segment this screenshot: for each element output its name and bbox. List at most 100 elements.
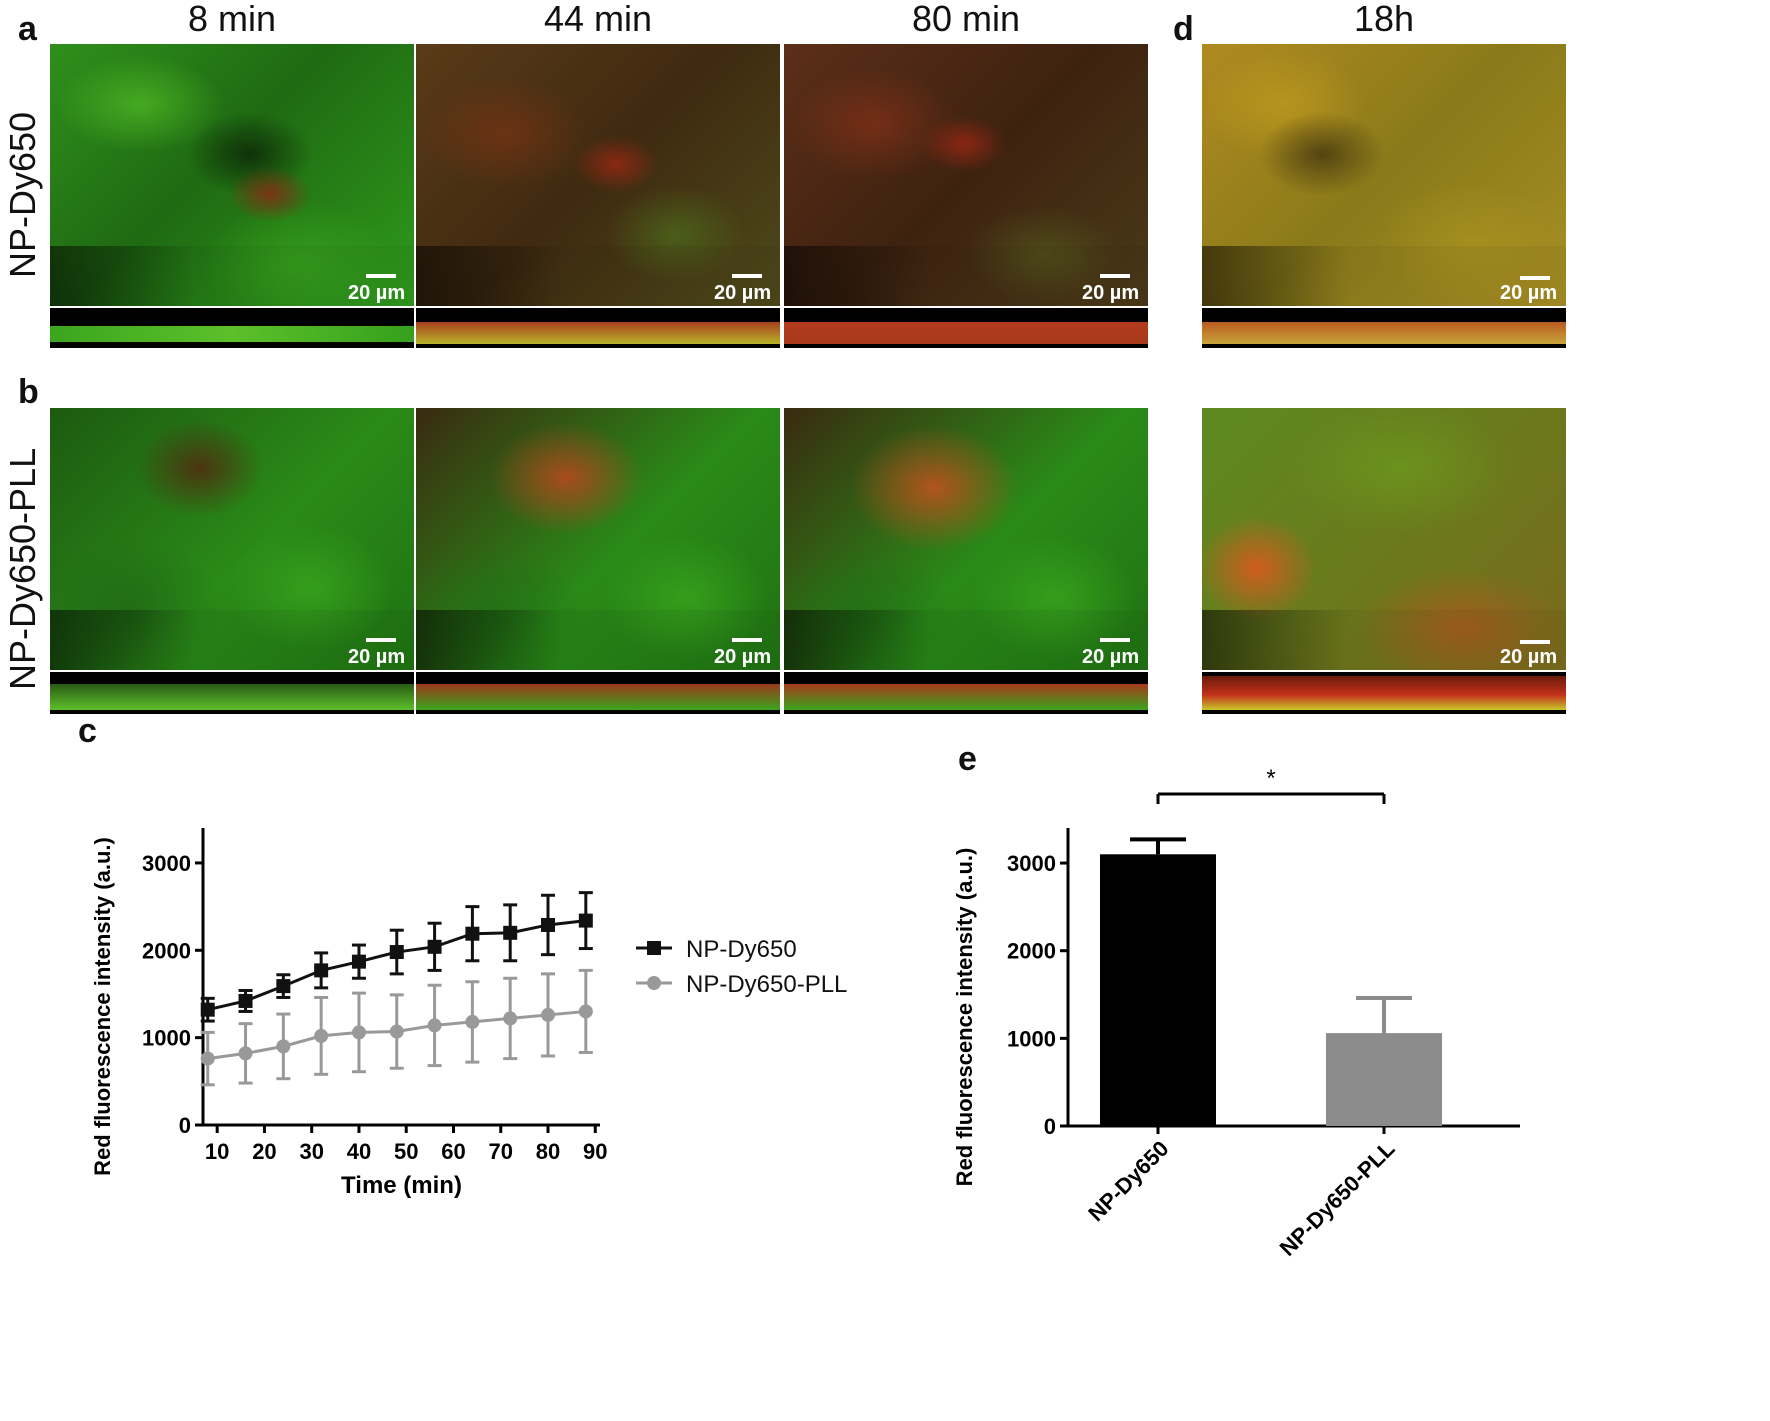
cross-section-a-80min: [784, 308, 1148, 348]
data-point: [276, 1039, 291, 1054]
y-tick-label: 0: [179, 1113, 191, 1138]
y-tick-label: 2000: [142, 938, 191, 963]
cross-section-b-8min: [50, 672, 414, 714]
micrograph-b-44min: 20 µm: [416, 408, 780, 670]
cross-section-a-8min: [50, 308, 414, 348]
panel-label-b: b: [18, 373, 39, 411]
scale-bar-label: 20 µm: [348, 646, 406, 668]
data-point: [427, 939, 442, 954]
legend-marker: [647, 941, 661, 955]
y-tick-label: 2000: [1007, 939, 1056, 964]
data-point: [465, 926, 480, 941]
x-tick-label: NP-Dy650: [1083, 1136, 1173, 1226]
scale-bar-label: 20 µm: [714, 282, 772, 304]
panel-label-a: a: [18, 10, 37, 48]
cross-section-d-18h-top: [1202, 308, 1566, 348]
x-tick-label: 50: [394, 1139, 418, 1164]
bar-np-dy650-pll: [1326, 1033, 1442, 1126]
row-label-np-dy650-pll: NP-Dy650-PLL: [2, 447, 43, 690]
data-point: [276, 979, 291, 994]
biofilm-layer: [416, 322, 780, 344]
biofilm-layer: [50, 684, 414, 710]
y-tick-label: 1000: [1007, 1026, 1056, 1051]
data-point: [238, 1046, 253, 1061]
scale-bar: [1520, 640, 1550, 644]
legend-label: NP-Dy650: [686, 936, 797, 963]
scale-bar: [1100, 274, 1130, 278]
data-point: [427, 1018, 442, 1033]
scale-bar: [1100, 638, 1130, 642]
y-axis-title: Red fluorescence intensity (a.u.): [952, 848, 977, 1187]
micrograph-a-44min: 20 µm: [416, 44, 780, 306]
scale-bar-label: 20 µm: [1500, 282, 1558, 304]
biofilm-layer: [416, 684, 780, 710]
x-tick-label: 70: [489, 1139, 513, 1164]
image-shade: [50, 246, 414, 306]
micrograph-b-80min: 20 µm: [784, 408, 1148, 670]
y-tick-label: 1000: [142, 1026, 191, 1051]
biofilm-layer: [784, 322, 1148, 344]
cross-section-b-80min: [784, 672, 1148, 714]
scale-bar: [1520, 276, 1550, 280]
data-point: [465, 1014, 480, 1029]
data-point: [314, 1028, 329, 1043]
image-shade: [416, 246, 780, 306]
scale-bar-label: 20 µm: [1500, 646, 1558, 668]
scale-bar: [366, 274, 396, 278]
x-tick-label: 60: [441, 1139, 465, 1164]
scale-bar: [366, 638, 396, 642]
column-title-8min: 8 min: [187, 0, 277, 39]
data-point: [541, 917, 556, 932]
biofilm-layer: [784, 684, 1148, 710]
panel-label-e: e: [958, 740, 977, 778]
x-tick-label: 20: [252, 1139, 276, 1164]
data-point: [503, 925, 518, 940]
biofilm-layer: [50, 326, 414, 342]
column-title-80min: 80 min: [911, 0, 1021, 39]
data-point: [389, 945, 404, 960]
micrograph-a-80min: 20 µm: [784, 44, 1148, 306]
y-axis-title: Red fluorescence intensity (a.u.): [90, 837, 115, 1176]
x-tick-label: 80: [536, 1139, 560, 1164]
data-point: [541, 1007, 556, 1022]
column-title-18h: 18h: [1353, 0, 1415, 39]
data-point: [503, 1011, 518, 1026]
biofilm-layer: [1202, 322, 1566, 344]
legend-marker: [647, 976, 661, 990]
image-shade: [784, 246, 1148, 306]
cross-section-d-18h-bottom: [1202, 672, 1566, 714]
x-tick-label: 40: [347, 1139, 371, 1164]
image-shade: [1202, 610, 1566, 670]
significance-marker: *: [1266, 765, 1275, 792]
legend-label: NP-Dy650-PLL: [686, 971, 847, 998]
scale-bar: [732, 638, 762, 642]
bar-chart-red-fluorescence: 0 1000 2000 3000 Red fluorescence intensity …: [952, 765, 1520, 1261]
data-point: [389, 1024, 404, 1039]
data-point: [238, 993, 253, 1008]
scale-bar-label: 20 µm: [714, 646, 772, 668]
data-point: [351, 954, 366, 969]
y-tick-label: 0: [1044, 1114, 1056, 1139]
image-shade: [1202, 246, 1566, 306]
micrograph-d-18h-top: 20 µm: [1202, 44, 1566, 306]
x-axis-title: Time (min): [341, 1172, 462, 1199]
cross-section-a-44min: [416, 308, 780, 348]
image-shade: [50, 610, 414, 670]
y-tick-label: 3000: [142, 851, 191, 876]
scale-bar-label: 20 µm: [1082, 282, 1140, 304]
data-point: [314, 963, 329, 978]
data-point: [351, 1025, 366, 1040]
line-chart-red-fluorescence-time: 0 1000 2000 3000 10 20 30 40 50 60 70 80 90 Time (min…: [90, 828, 847, 1199]
biofilm-layer: [1202, 676, 1566, 710]
scale-bar: [732, 274, 762, 278]
data-point: [200, 1051, 215, 1066]
x-tick-label: 90: [583, 1139, 607, 1164]
row-label-np-dy650: NP-Dy650: [2, 111, 43, 278]
micrograph-a-8min: 20 µm: [50, 44, 414, 306]
image-shade: [784, 610, 1148, 670]
scale-bar-label: 20 µm: [348, 282, 406, 304]
scale-bar-label: 20 µm: [1082, 646, 1140, 668]
panel-label-c: c: [78, 712, 97, 750]
column-title-44min: 44 min: [543, 0, 653, 39]
data-point: [200, 1002, 215, 1017]
